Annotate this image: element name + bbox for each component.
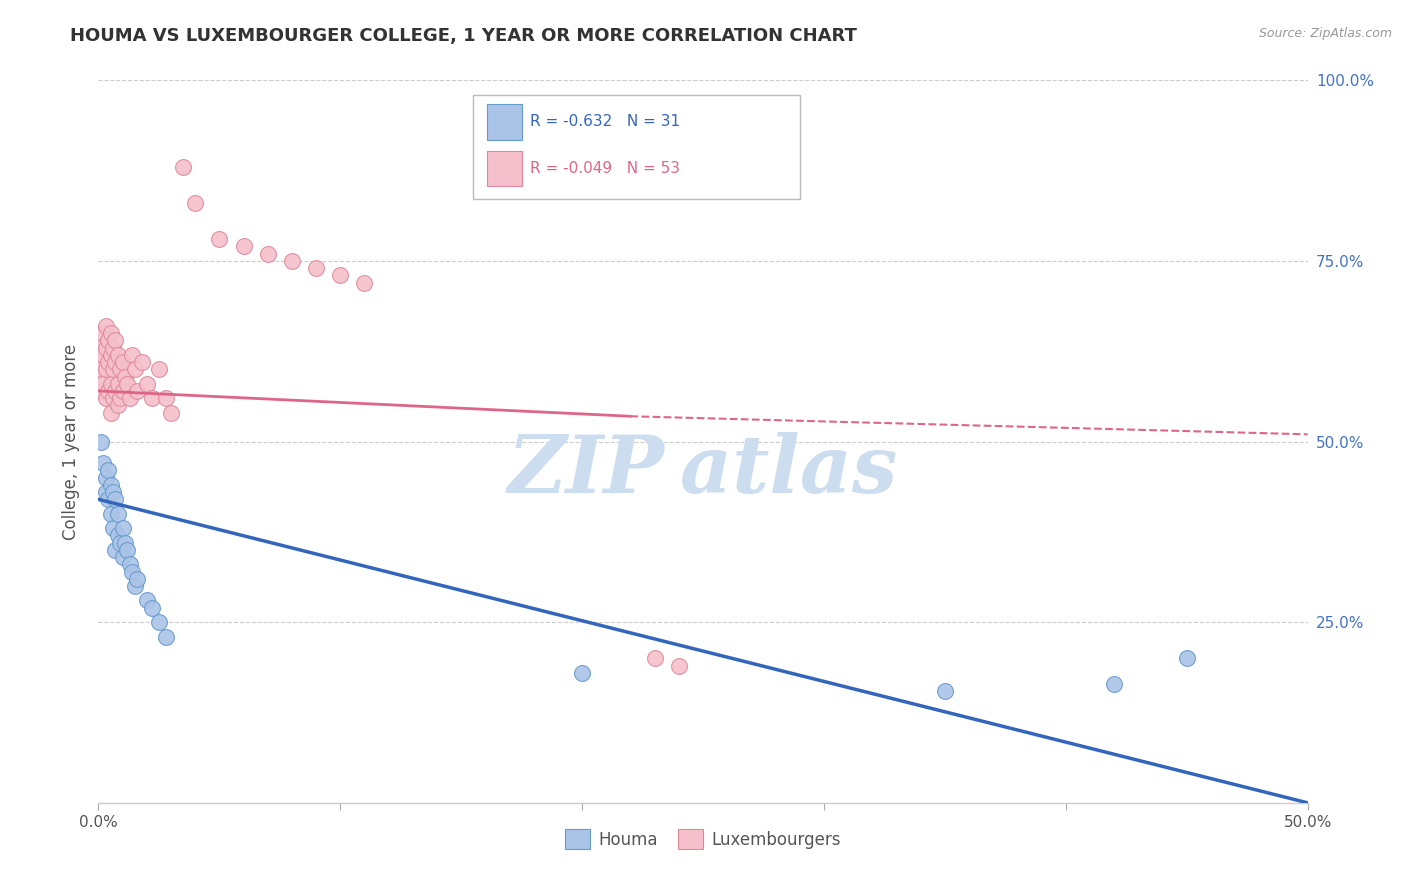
Point [114, 369, 136, 384]
Point [124, 362, 146, 376]
Point [104, 384, 127, 398]
Point [107, 376, 129, 391]
Point [94, 485, 117, 500]
Point [148, 362, 170, 376]
Point [97, 384, 120, 398]
Point [107, 528, 129, 542]
Point [644, 651, 666, 665]
Point [91, 376, 114, 391]
Point [97, 463, 120, 477]
Point [934, 683, 956, 698]
Point [1102, 676, 1125, 690]
Point [117, 542, 139, 557]
Point [118, 391, 141, 405]
Point [104, 334, 127, 348]
FancyBboxPatch shape [486, 151, 522, 186]
Point [232, 239, 254, 253]
Point [135, 376, 157, 391]
Point [353, 276, 375, 290]
Point [108, 535, 131, 549]
Y-axis label: College, 1 year or more: College, 1 year or more [62, 343, 80, 540]
Point [155, 391, 177, 405]
Point [90, 434, 112, 449]
Point [101, 341, 124, 355]
Point [94, 470, 117, 484]
Point [91, 348, 114, 362]
Point [108, 362, 131, 376]
Point [101, 485, 124, 500]
Text: HOUMA VS LUXEMBOURGER COLLEGE, 1 YEAR OR MORE CORRELATION CHART: HOUMA VS LUXEMBOURGER COLLEGE, 1 YEAR OR… [70, 27, 858, 45]
Point [127, 384, 149, 398]
Point [172, 160, 194, 174]
Point [118, 558, 141, 572]
Point [305, 261, 328, 276]
Point [94, 362, 117, 376]
Point [184, 196, 207, 211]
Point [121, 565, 143, 579]
Point [107, 348, 129, 362]
Point [91, 456, 114, 470]
Text: R = -0.049   N = 53: R = -0.049 N = 53 [530, 161, 681, 176]
Point [91, 326, 114, 340]
Point [141, 391, 163, 405]
Point [107, 398, 129, 412]
Point [329, 268, 352, 283]
Point [94, 391, 117, 405]
Point [208, 232, 231, 246]
Point [135, 593, 157, 607]
Point [104, 492, 127, 507]
Point [101, 391, 124, 405]
Point [155, 630, 177, 644]
Point [97, 492, 120, 507]
Point [100, 376, 122, 391]
Point [101, 362, 124, 376]
Point [94, 341, 117, 355]
Point [97, 355, 120, 369]
Point [90, 362, 112, 376]
Point [108, 391, 131, 405]
FancyBboxPatch shape [486, 104, 522, 139]
Point [90, 341, 112, 355]
FancyBboxPatch shape [474, 95, 800, 200]
Point [281, 253, 304, 268]
Point [100, 326, 122, 340]
Point [94, 318, 117, 333]
Point [100, 348, 122, 362]
Point [100, 507, 122, 521]
Point [127, 572, 149, 586]
Point [571, 665, 593, 680]
Text: Source: ZipAtlas.com: Source: ZipAtlas.com [1258, 27, 1392, 40]
Point [90, 384, 112, 398]
Point [256, 246, 278, 260]
Point [111, 355, 134, 369]
Point [668, 658, 690, 673]
Point [104, 355, 127, 369]
Point [117, 376, 139, 391]
Point [160, 406, 183, 420]
Point [124, 579, 146, 593]
Point [114, 535, 136, 549]
Text: R = -0.632   N = 31: R = -0.632 N = 31 [530, 114, 681, 129]
Point [104, 542, 127, 557]
Point [97, 334, 120, 348]
Point [107, 507, 129, 521]
Point [121, 348, 143, 362]
Point [148, 615, 170, 630]
Point [141, 600, 163, 615]
Point [1175, 651, 1198, 665]
Point [111, 550, 134, 565]
Point [131, 355, 153, 369]
Legend: Houma, Luxembourgers: Houma, Luxembourgers [558, 822, 848, 856]
Text: ZIP atlas: ZIP atlas [508, 432, 898, 509]
Point [100, 478, 122, 492]
Point [111, 384, 134, 398]
Point [100, 406, 122, 420]
Point [101, 521, 124, 535]
Point [111, 521, 134, 535]
